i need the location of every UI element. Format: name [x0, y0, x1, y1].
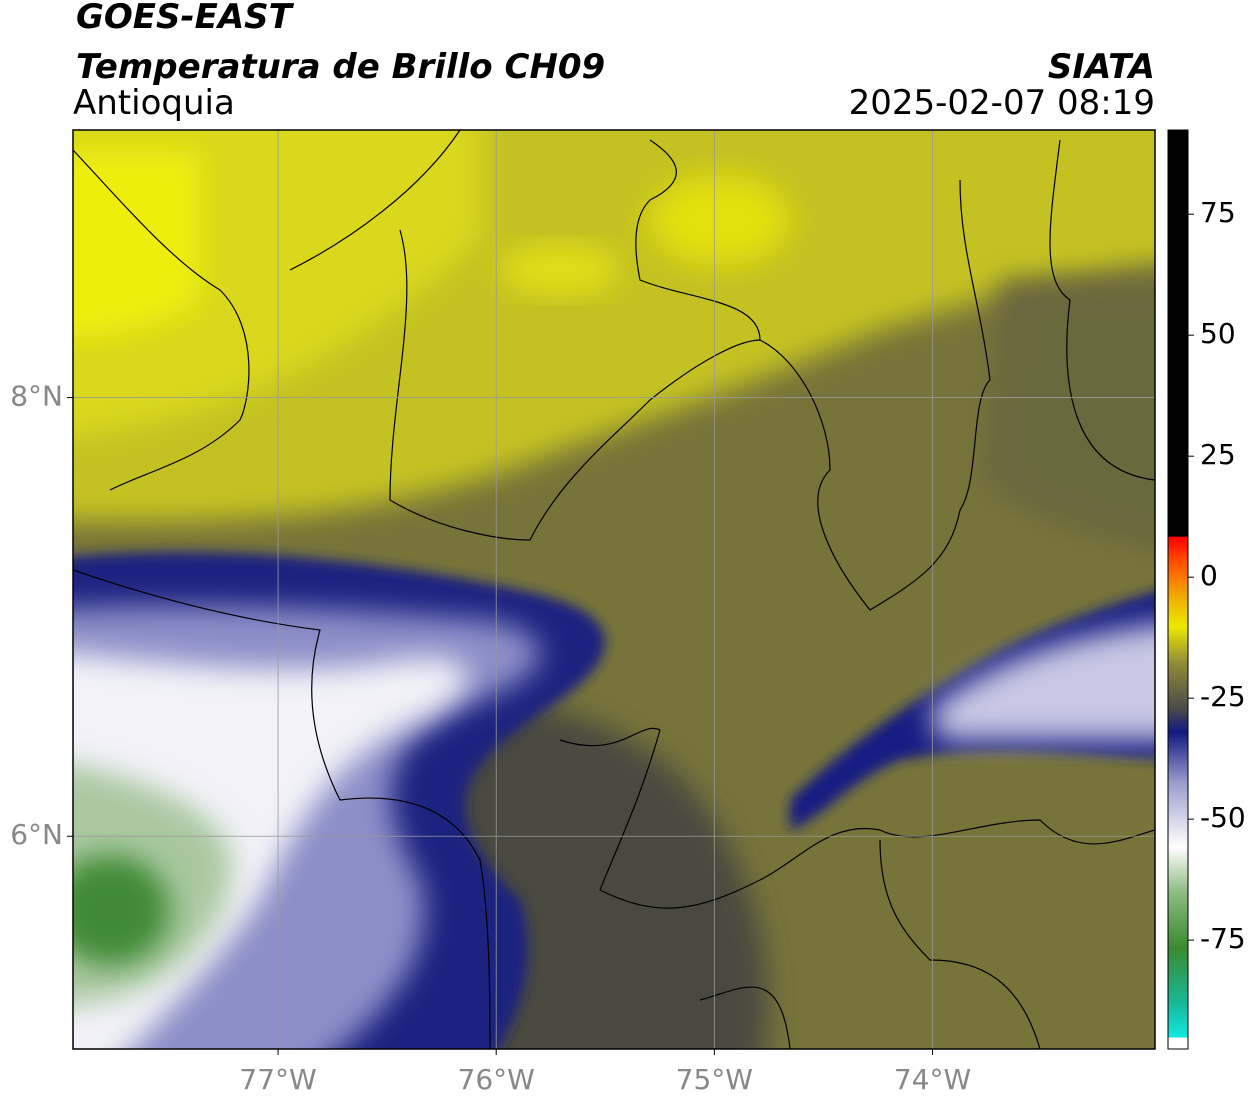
colorbar-tick-label: -50: [1200, 801, 1246, 834]
colorbar-tick-label: 25: [1200, 438, 1236, 471]
region-label: Antioquia: [73, 83, 235, 123]
colorbar-tick-label: 0: [1200, 559, 1218, 592]
colorbar-ticks: 75 50 25 0 -25 -50 -75: [1188, 196, 1246, 955]
graticule: 77°W 76°W 75°W 74°W 8°N 6°N: [10, 130, 1155, 1096]
satellite-image: [73, 130, 1155, 1049]
map-frame: [72, 129, 1156, 1050]
y-tick-label: 6°N: [10, 818, 63, 851]
product-title: Temperatura de Brillo CH09: [76, 47, 605, 87]
colorbar-tick-label: 50: [1200, 317, 1236, 350]
x-tick-label: 76°W: [458, 1063, 535, 1096]
satellite-title: GOES-EAST: [76, 0, 295, 37]
x-tick-label: 77°W: [239, 1063, 316, 1096]
colorbar-tick-label: -25: [1200, 680, 1246, 713]
agency-label: SIATA: [1048, 47, 1155, 87]
datetime-label: 2025-02-07 08:19: [849, 83, 1155, 123]
y-tick-label: 8°N: [10, 380, 63, 413]
x-tick-label: 74°W: [894, 1063, 971, 1096]
colorbar-tick-label: -75: [1200, 922, 1246, 955]
colorbar-tick-label: 75: [1200, 196, 1236, 229]
colorbar: [1167, 129, 1189, 1050]
x-tick-label: 75°W: [676, 1063, 753, 1096]
